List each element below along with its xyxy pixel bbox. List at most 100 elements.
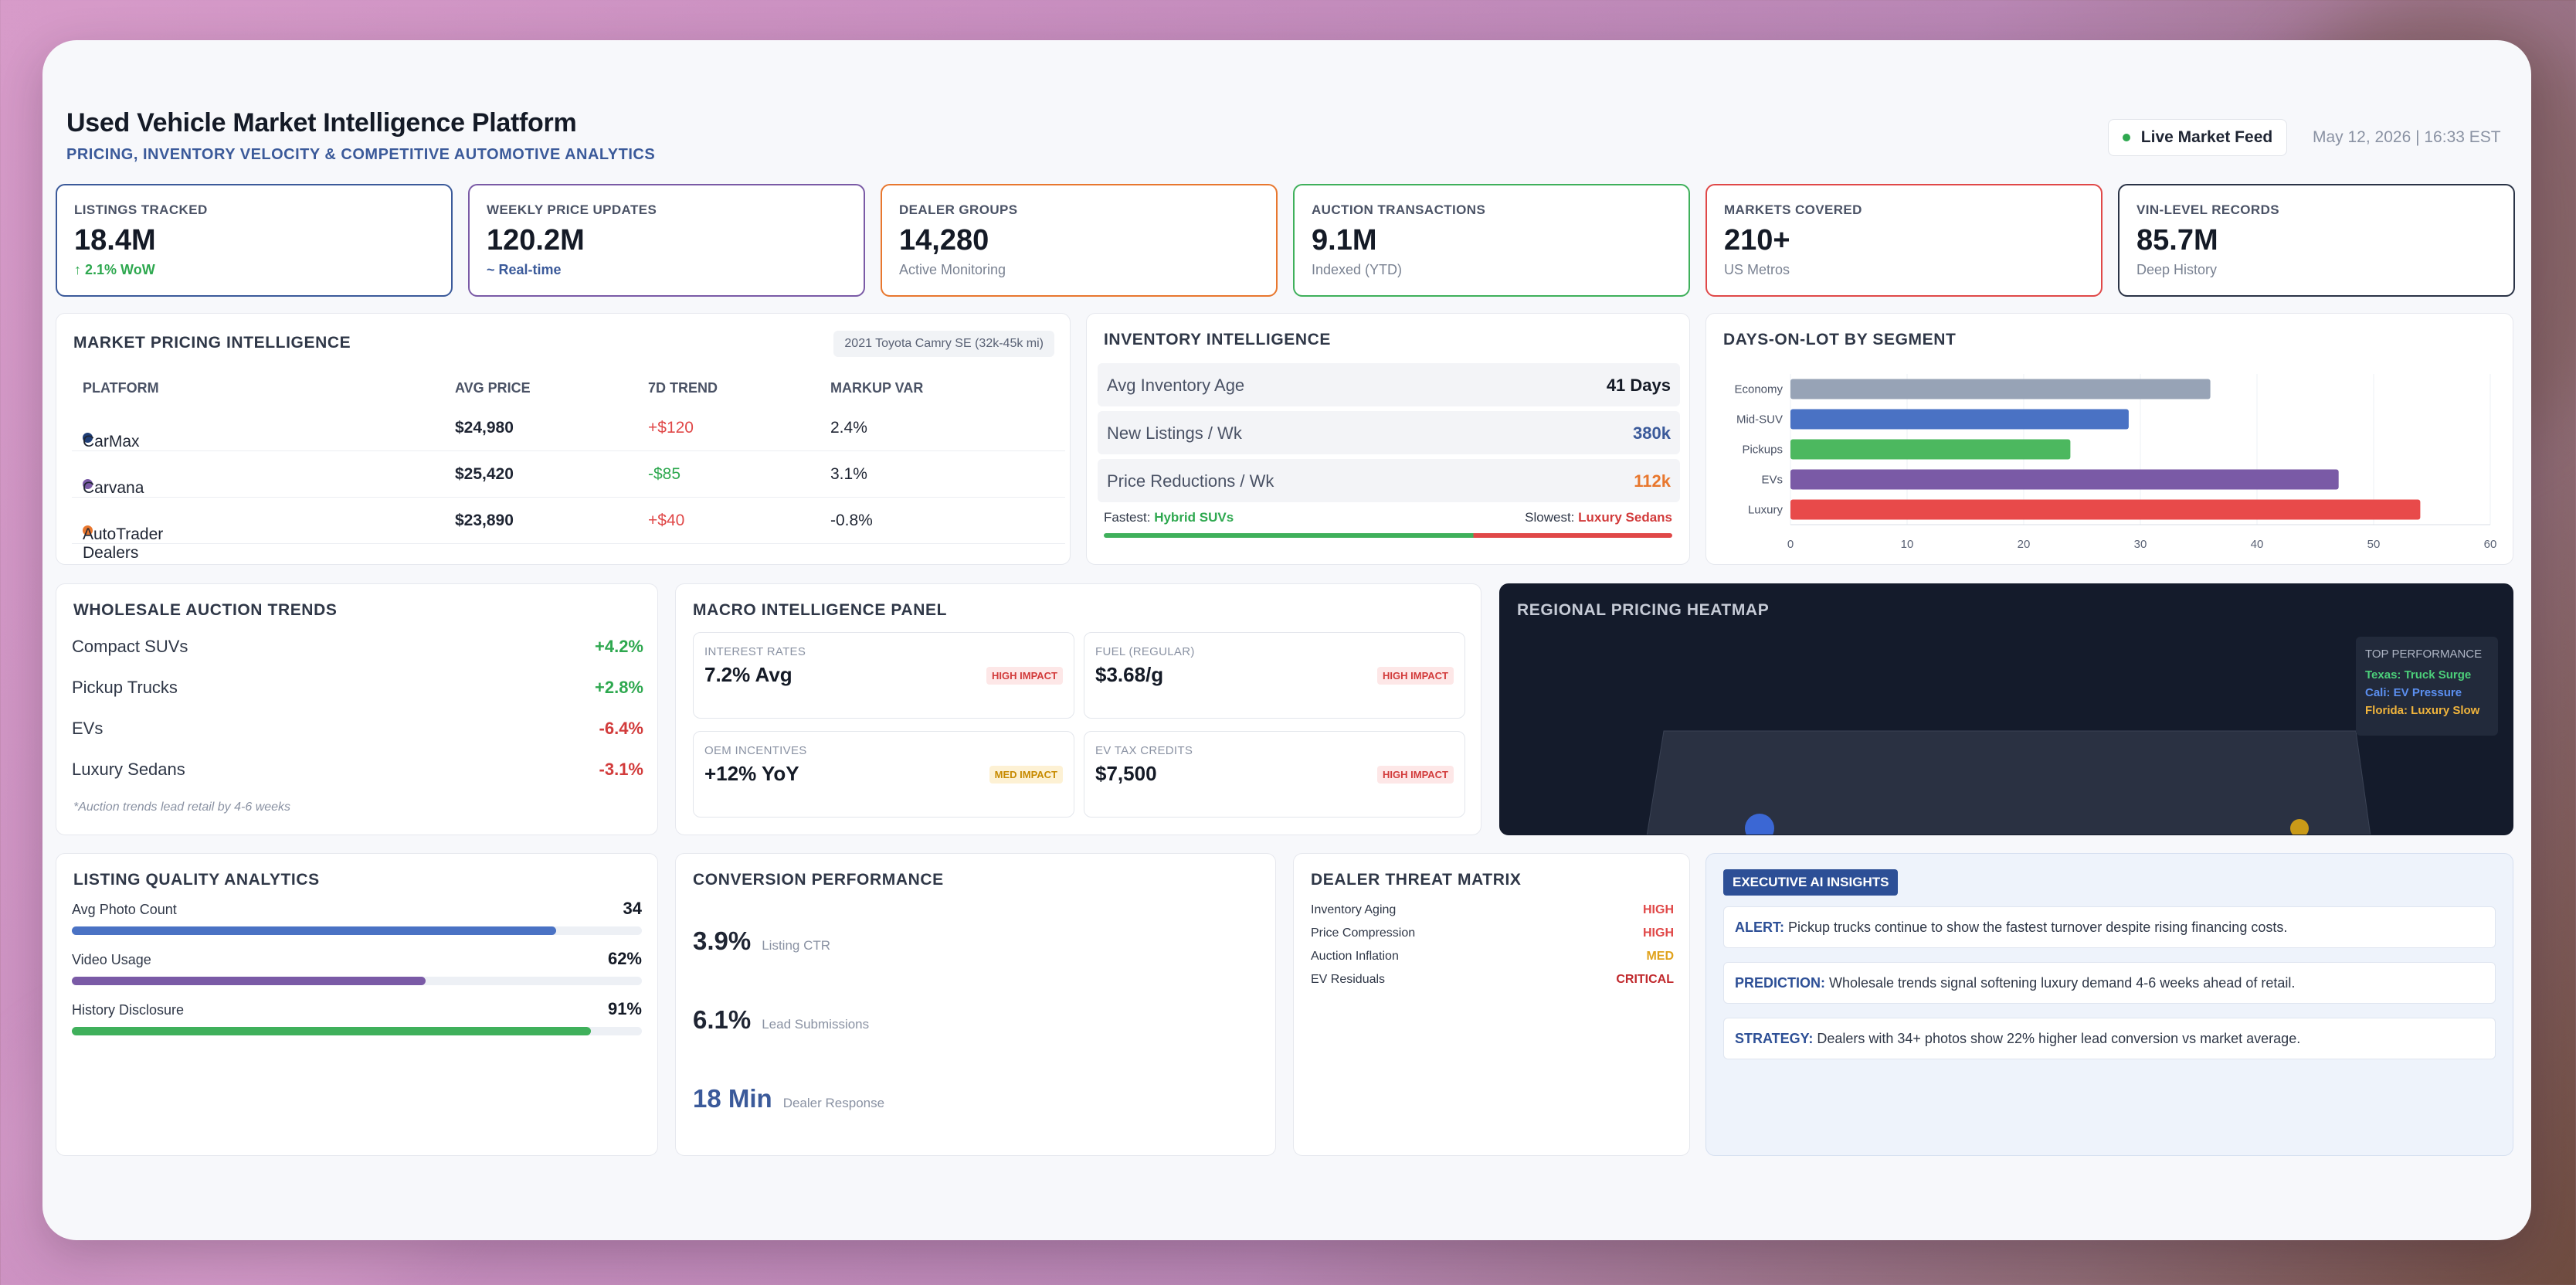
bar-pickups [1790, 439, 2071, 460]
table-row-partial [72, 544, 1065, 564]
inventory-row: Price Reductions / Wk 112k [1098, 459, 1680, 502]
x-tick-label: 10 [1901, 538, 1914, 551]
col-header-avg-price[interactable]: AVG PRICE [455, 380, 531, 396]
table-row[interactable]: AutoTrader Dealers $23,890 +$40 -0.8% [72, 498, 1065, 562]
kpi-card[interactable]: VIN-LEVEL RECORDS 85.7M Deep History [2118, 184, 2515, 297]
legend-item: Texas: Truck Surge [2365, 668, 2472, 682]
insight-tag: STRATEGY: [1735, 1031, 1814, 1046]
conversion-performance-panel: CONVERSION PERFORMANCE 3.9% Listing CTR 6.… [675, 853, 1276, 1156]
wholesale-value: -3.1% [599, 760, 643, 779]
impact-badge: HIGH IMPACT [1377, 667, 1454, 685]
macro-intelligence-panel: MACRO INTELLIGENCE PANEL INTEREST RATES 7… [675, 583, 1481, 835]
inventory-row: Avg Inventory Age 41 Days [1098, 363, 1680, 406]
kpi-card[interactable]: WEEKLY PRICE UPDATES 120.2M ~ Real-time [468, 184, 865, 297]
macro-value: 7.2% Avg [704, 663, 792, 686]
conversion-row: 6.1% Lead Submissions [693, 1005, 869, 1035]
top-performance-legend: TOP PERFORMANCE Texas: Truck Surge Cali: … [2356, 637, 2498, 736]
x-tick-label: 30 [2134, 538, 2147, 551]
category-label: Luxury [1748, 504, 1784, 517]
kpi-card[interactable]: DEALER GROUPS 14,280 Active Monitoring [881, 184, 1278, 297]
live-market-feed-label: Live Market Feed [2140, 128, 2273, 146]
live-market-feed-button[interactable]: Live Market Feed [2108, 119, 2287, 156]
bar-evs [1790, 469, 2339, 490]
quality-value: 91% [607, 999, 642, 1018]
wholesale-value: +4.2% [595, 637, 643, 656]
kpi-sub: Indexed (YTD) [1312, 262, 1403, 277]
quality-track [72, 1027, 642, 1035]
inventory-value: 112k [1634, 471, 1671, 491]
markup-cell: 3.1% [830, 465, 867, 483]
panel-title: LISTING QUALITY ANALYTICS [73, 871, 320, 889]
wholesale-row: Luxury Sedans -3.1% [72, 760, 643, 780]
quality-fill [72, 926, 557, 935]
quality-track [72, 977, 642, 985]
conversion-value: 3.9% [693, 926, 752, 955]
trend-cell: -$85 [648, 465, 681, 483]
fastest-label: Fastest: Hybrid SUVs [1104, 510, 1234, 525]
kpi-value: 18.4M [74, 224, 156, 257]
map-marker-blue [1745, 814, 1774, 835]
inventory-label: Avg Inventory Age [1107, 376, 1245, 395]
threat-label: Price Compression [1311, 926, 1416, 940]
wholesale-value: +2.8% [595, 678, 643, 697]
macro-value: $7,500 [1095, 762, 1157, 785]
macro-card[interactable]: OEM INCENTIVES +12% YoY MED IMPACT [693, 731, 1074, 818]
days-on-lot-chart: 0 10 20 30 40 50 60 Economy Mid-SUV Pickups EVs Lux… [1734, 374, 2497, 551]
x-tick-label: 20 [2018, 538, 2031, 551]
kpi-label: WEEKLY PRICE UPDATES [487, 202, 657, 217]
insight-text: Dealers with 34+ photos show 22% higher … [1817, 1031, 2301, 1046]
kpi-card[interactable]: AUCTION TRANSACTIONS 9.1M Indexed (YTD) [1293, 184, 1690, 297]
impact-badge: HIGH IMPACT [1377, 766, 1454, 784]
quality-label: Avg Photo Count [72, 902, 177, 917]
inventory-row: New Listings / Wk 380k [1098, 411, 1680, 454]
kpi-card[interactable]: MARKETS COVERED 210+ US Metros [1705, 184, 2103, 297]
inventory-value: 380k [1633, 423, 1671, 443]
quality-label: Video Usage [72, 952, 151, 967]
kpi-value: 210+ [1724, 224, 1790, 257]
inventory-label: Price Reductions / Wk [1107, 471, 1274, 491]
table-row[interactable]: CarMax $24,980 +$120 2.4% [72, 405, 1065, 451]
wholesale-label: EVs [72, 719, 104, 738]
threat-label: EV Residuals [1311, 973, 1386, 986]
wholesale-row: Compact SUVs +4.2% [72, 637, 643, 657]
conversion-row: 18 Min Dealer Response [693, 1084, 884, 1113]
col-header-7d-trend[interactable]: 7D TREND [648, 380, 718, 396]
page-header: Used Vehicle Market Intelligence Platfor… [66, 108, 655, 164]
platform-dot-icon [83, 433, 93, 443]
panel-title: INVENTORY INTELLIGENCE [1104, 331, 1332, 348]
threat-level: MED [1646, 950, 1674, 963]
macro-label: OEM INCENTIVES [704, 744, 807, 757]
macro-card[interactable]: INTEREST RATES 7.2% Avg HIGH IMPACT [693, 632, 1074, 719]
bar-luxury [1790, 499, 2421, 520]
threat-label: Inventory Aging [1311, 903, 1397, 916]
category-label: Pickups [1742, 444, 1783, 457]
threat-level: HIGH [1643, 926, 1674, 940]
panel-title: CONVERSION PERFORMANCE [693, 871, 944, 889]
kpi-value: 85.7M [2136, 224, 2218, 257]
kpi-label: AUCTION TRANSACTIONS [1312, 202, 1486, 217]
threat-row: Price Compression HIGH [1311, 926, 1674, 940]
fastest-value: Hybrid SUVs [1154, 510, 1234, 525]
wholesale-value: -6.4% [599, 719, 643, 738]
insight-item: PREDICTION: Wholesale trends signal soft… [1723, 962, 2496, 1004]
bar-mid-suv [1790, 409, 2129, 430]
kpi-card[interactable]: LISTINGS TRACKED 18.4M ↑ 2.1% WoW [56, 184, 453, 297]
vehicle-filter-chip[interactable]: 2021 Toyota Camry SE (32k-45k mi) [833, 331, 1054, 357]
x-tick-label: 40 [2251, 538, 2264, 551]
kpi-label: LISTINGS TRACKED [74, 202, 208, 217]
col-header-markup-var[interactable]: MARKUP VAR [830, 380, 924, 396]
table-row[interactable]: Carvana $25,420 -$85 3.1% [72, 451, 1065, 498]
quality-label: History Disclosure [72, 1002, 185, 1018]
col-header-platform[interactable]: PLATFORM [83, 380, 159, 396]
x-tick-label: 60 [2484, 538, 2497, 551]
category-label: EVs [1761, 474, 1783, 487]
threat-row: Inventory Aging HIGH [1311, 903, 1674, 917]
insight-text: Pickup trucks continue to show the faste… [1788, 920, 2288, 935]
quality-track [72, 926, 642, 935]
macro-value: $3.68/g [1095, 663, 1164, 686]
panel-title: DEALER THREAT MATRIX [1311, 871, 1522, 889]
macro-card[interactable]: EV TAX CREDITS $7,500 HIGH IMPACT [1084, 731, 1465, 818]
wholesale-label: Pickup Trucks [72, 678, 178, 697]
quality-value: 62% [607, 949, 642, 968]
macro-card[interactable]: FUEL (REGULAR) $3.68/g HIGH IMPACT [1084, 632, 1465, 719]
